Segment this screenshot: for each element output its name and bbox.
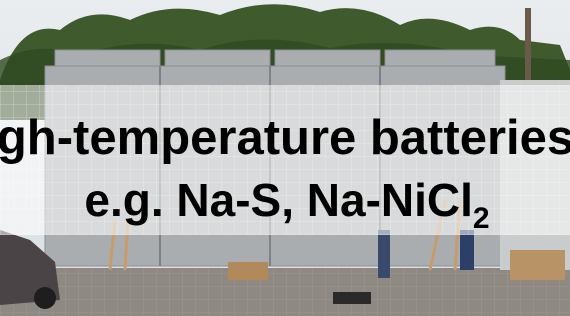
caption-subscript: 2: [473, 202, 490, 235]
photo: High-temperature batteries e.g. Na-S, Na…: [0, 0, 570, 316]
caption-line-1: High-temperature batteries: [0, 111, 570, 165]
caption-line-2: e.g. Na-S, Na-NiCl2: [84, 174, 489, 235]
page: High-temperature batteries e.g. Na-S, Na…: [0, 0, 570, 316]
caption-line-2-main: e.g. Na-S, Na-NiCl: [84, 174, 473, 226]
